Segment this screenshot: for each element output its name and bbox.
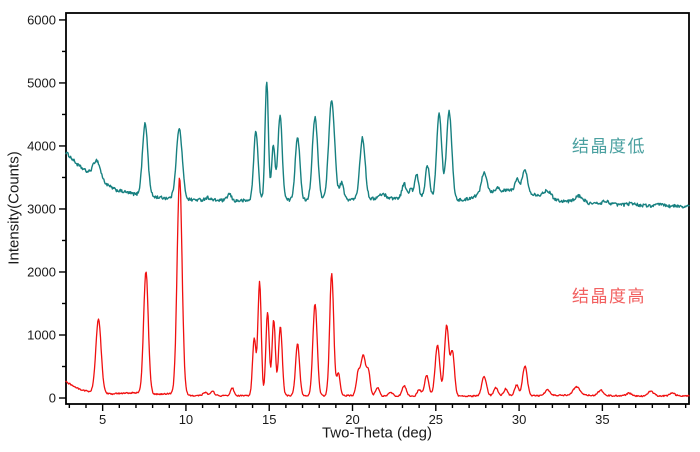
svg-text:6000: 6000 <box>27 12 56 27</box>
legend-label-high-crystallinity: 结晶度高 <box>572 287 646 306</box>
svg-text:10: 10 <box>179 412 193 427</box>
svg-text:1000: 1000 <box>27 328 56 343</box>
svg-text:5000: 5000 <box>27 75 56 90</box>
svg-text:2000: 2000 <box>27 264 56 279</box>
svg-text:35: 35 <box>595 412 609 427</box>
svg-text:3000: 3000 <box>27 201 56 216</box>
svg-text:5: 5 <box>99 412 106 427</box>
x-axis-title: Two-Theta (deg) <box>321 424 433 442</box>
legend-label-low-crystallinity: 结晶度低 <box>572 137 646 156</box>
y-axis-title: Intensity(Counts) <box>5 151 23 265</box>
svg-text:4000: 4000 <box>27 138 56 153</box>
svg-text:0: 0 <box>49 391 56 406</box>
svg-text:15: 15 <box>262 412 276 427</box>
svg-text:25: 25 <box>429 412 443 427</box>
svg-text:30: 30 <box>512 412 526 427</box>
svg-text:20: 20 <box>345 412 359 427</box>
